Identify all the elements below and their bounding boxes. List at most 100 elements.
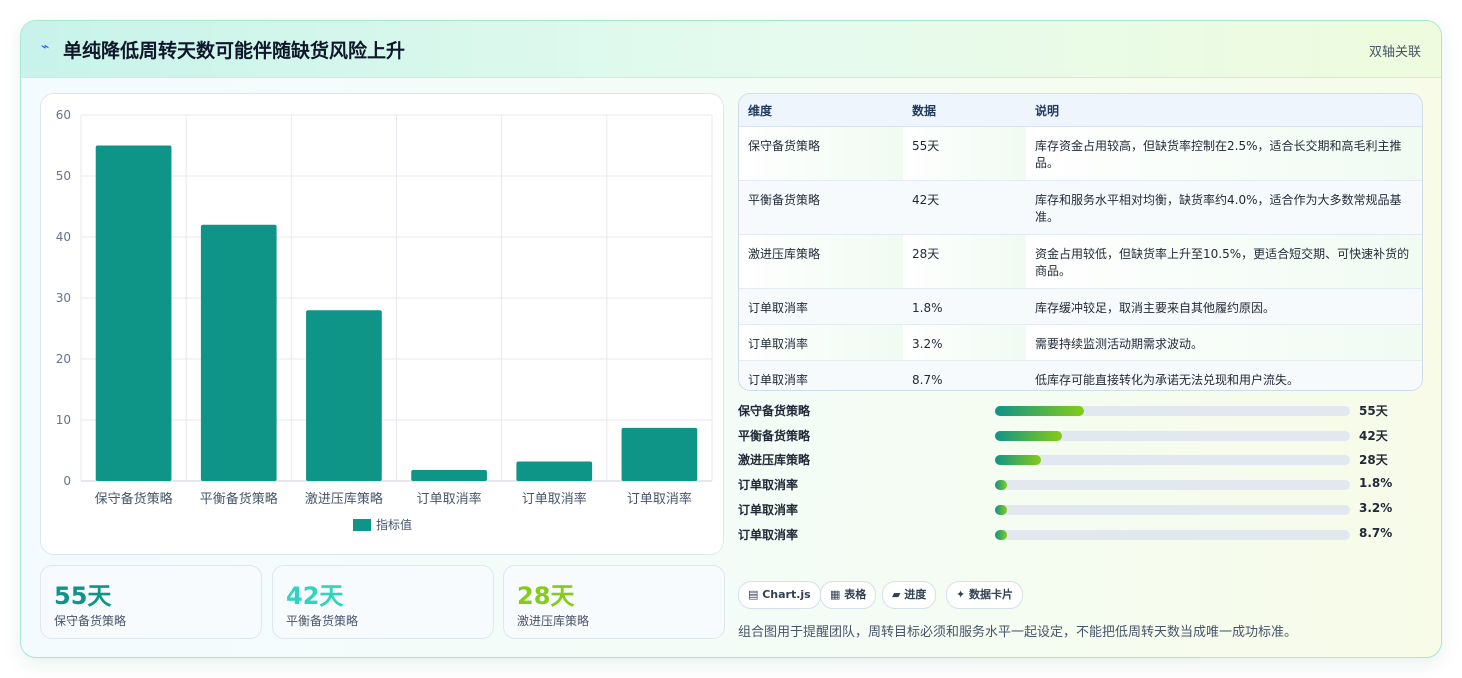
table-header-row: 维度 数据 说明 (739, 94, 1422, 127)
table-header-cell: 数据 (903, 94, 1026, 127)
progress-label: 订单取消率 (738, 478, 799, 492)
y-tick-label: 50 (56, 169, 71, 183)
x-tick-label: 激进压库策略 (305, 491, 383, 507)
table-cell: 平衡备货策略 (739, 180, 903, 235)
progress-fill (995, 505, 1008, 515)
y-tick-label: 0 (63, 474, 71, 488)
progress-value: 55天 (1359, 404, 1388, 418)
y-tick-label: 40 (56, 230, 71, 244)
stat-card: 55天 保守备货策略 (40, 565, 262, 639)
progress-row: 平衡备货策略 42天 (738, 427, 1408, 447)
table-header-cell: 维度 (739, 94, 903, 127)
stat-label: 平衡备货策略 (286, 614, 359, 628)
table-cell: 订单取消率 (739, 360, 903, 390)
progress-fill (995, 406, 1084, 416)
progress-label: 订单取消率 (738, 528, 799, 542)
table-cell: 3.2% (903, 324, 1026, 361)
legend-label: 指标值 (376, 517, 412, 532)
y-tick-label: 60 (56, 108, 71, 122)
table-header-cell: 说明 (1026, 94, 1422, 127)
progress-label: 激进压库策略 (738, 453, 811, 467)
x-tick-label: 订单取消率 (627, 491, 692, 507)
table-cell: 订单取消率 (739, 324, 903, 361)
table-cell: 库存资金占用较高，但缺货率控制在2.5%，适合长交期和高毛利主推品。 (1026, 126, 1422, 181)
stat-label: 保守备货策略 (54, 614, 127, 628)
table-cell: 42天 (903, 180, 1026, 235)
table-row: 平衡备货策略 42天 库存和服务水平相对均衡，缺货率约4.0%，适合作为大多数常… (739, 180, 1422, 235)
progress-value: 28天 (1359, 453, 1388, 467)
footer-note: 组合图用于提醒团队，周转目标必须和服务水平一起设定，不能把低周转天数当成唯一成功… (738, 625, 1298, 640)
x-tick-label: 平衡备货策略 (200, 491, 278, 507)
chart-card: ⌁ 单纯降低周转天数可能伴随缺货风险上升 双轴关联 0 10 20 30 40 50 60 保… (20, 20, 1442, 658)
lightning-icon: ⌁ (41, 39, 50, 55)
progress-label: 订单取消率 (738, 503, 799, 517)
table-row: 激进压库策略 28天 资金占用较低，但缺货率上升至10.5%，更适合短交期、可快… (739, 234, 1422, 289)
progress-row: 订单取消率 3.2% (738, 501, 1408, 521)
table-row: 保守备货策略 55天 库存资金占用较高，但缺货率控制在2.5%，适合长交期和高毛… (739, 126, 1422, 181)
table-cell: 库存和服务水平相对均衡，缺货率约4.0%，适合作为大多数常规品基准。 (1026, 180, 1422, 235)
stat-value: 28天 (517, 582, 575, 610)
progress-value: 3.2% (1359, 501, 1393, 515)
progress-chip[interactable]: ▰ 进度 (882, 581, 937, 609)
progress-value: 8.7% (1359, 526, 1393, 540)
chart-bar (516, 461, 593, 481)
legend-swatch (353, 519, 371, 531)
table-cell: 需要持续监测活动期需求波动。 (1026, 324, 1422, 361)
chart-js-chip[interactable]: ▤ Chart.js (738, 581, 821, 609)
stat-card: 28天 激进压库策略 (503, 565, 725, 639)
chart-bar (95, 145, 172, 481)
progress-track (995, 455, 1350, 465)
progress-track (995, 406, 1350, 416)
dual-axis-tag: 双轴关联 (1368, 45, 1421, 60)
table-cell: 库存缓冲较足，取消主要来自其他履约原因。 (1026, 288, 1422, 325)
progress-row: 保守备货策略 55天 (738, 402, 1408, 422)
stat-value: 55天 (54, 582, 112, 610)
y-tick-label: 10 (56, 413, 71, 427)
chart-bar (306, 310, 382, 481)
table-cell: 保守备货策略 (739, 126, 903, 181)
bar-chart: 0 10 20 30 40 50 60 保守备货策略 平衡备货策略 激进压库策略 订单取消率 订单取消… (56, 108, 713, 532)
card-title: 单纯降低周转天数可能伴随缺货风险上升 (63, 40, 406, 62)
x-tick-label: 保守备货策略 (95, 491, 173, 507)
chart-bar (411, 470, 487, 481)
x-tick-label: 订单取消率 (522, 491, 587, 507)
progress-track (995, 505, 1350, 515)
table-cell: 1.8% (903, 288, 1026, 325)
bar-chart-panel: 0 10 20 30 40 50 60 保守备货策略 平衡备货策略 激进压库策略 订单取消率 订单取消… (40, 93, 724, 555)
progress-label: 保守备货策略 (738, 404, 811, 418)
table-chip[interactable]: ▦ 表格 (820, 581, 877, 609)
progress-track (995, 530, 1350, 540)
card-header: ⌁ 单纯降低周转天数可能伴随缺货风险上升 双轴关联 (21, 21, 1441, 78)
progress-fill (995, 455, 1042, 465)
table-cell: 订单取消率 (739, 288, 903, 325)
table-cell: 资金占用较低，但缺货率上升至10.5%，更适合短交期、可快速补货的商品。 (1026, 234, 1422, 289)
progress-row: 订单取消率 8.7% (738, 526, 1408, 546)
progress-value: 42天 (1359, 429, 1388, 443)
progress-track (995, 431, 1350, 441)
chart-bar (200, 224, 277, 482)
x-tick-label: 订单取消率 (417, 491, 482, 507)
table-cell: 低库存可能直接转化为承诺无法兑现和用户流失。 (1026, 360, 1422, 390)
y-tick-label: 20 (56, 352, 71, 366)
table-row: 订单取消率 8.7% 低库存可能直接转化为承诺无法兑现和用户流失。 (739, 360, 1422, 390)
data-table: 维度 数据 说明 保守备货策略 55天 库存资金占用较高，但缺货率控制在2.5%… (738, 93, 1423, 391)
progress-row: 激进压库策略 28天 (738, 451, 1408, 471)
y-tick-label: 30 (56, 291, 71, 305)
progress-label: 平衡备货策略 (738, 429, 811, 443)
stat-value: 42天 (286, 582, 344, 610)
stat-card: 42天 平衡备货策略 (272, 565, 494, 639)
table-cell: 55天 (903, 126, 1026, 181)
progress-fill (995, 480, 1008, 490)
table-row: 订单取消率 1.8% 库存缓冲较足，取消主要来自其他履约原因。 (739, 288, 1422, 325)
progress-fill (995, 431, 1063, 441)
table-cell: 8.7% (903, 360, 1026, 390)
progress-value: 1.8% (1359, 476, 1393, 490)
data-card-chip[interactable]: ✦ 数据卡片 (946, 581, 1024, 609)
table-cell: 28天 (903, 234, 1026, 289)
stat-label: 激进压库策略 (517, 614, 590, 628)
progress-track (995, 480, 1350, 490)
progress-fill (995, 530, 1008, 540)
table-row: 订单取消率 3.2% 需要持续监测活动期需求波动。 (739, 324, 1422, 361)
chart-bar (621, 427, 698, 481)
table-cell: 激进压库策略 (739, 234, 903, 289)
